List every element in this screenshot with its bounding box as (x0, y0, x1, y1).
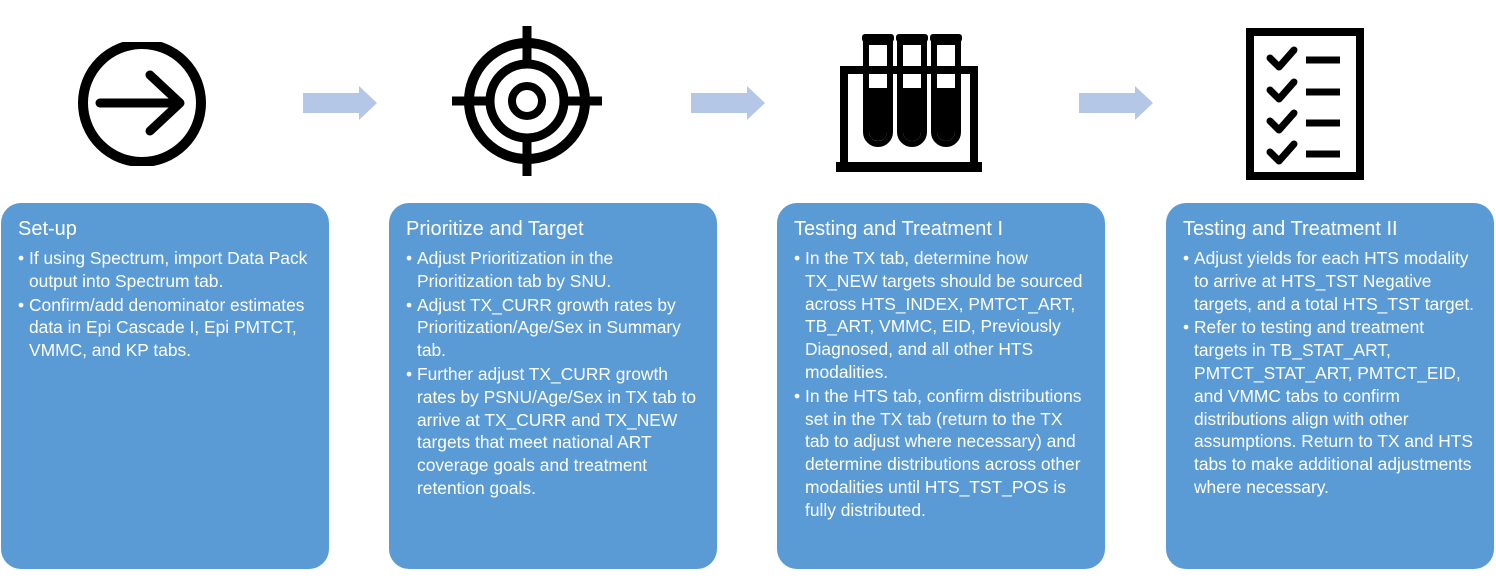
flow-arrow-1 (303, 86, 377, 120)
step-card-setup: Set-up If using Spectrum, import Data Pa… (1, 203, 329, 569)
checklist-icon (1246, 28, 1364, 180)
step-bullets: Adjust yields for each HTS modality to a… (1183, 247, 1480, 499)
flow-arrow-3 (1079, 86, 1153, 120)
step-bullet: Refer to testing and treatment targets i… (1183, 316, 1480, 498)
flow-arrow-2 (691, 86, 765, 120)
step-card-testing-1: Testing and Treatment I In the TX tab, d… (777, 203, 1105, 569)
step-card-testing-2: Testing and Treatment II Adjust yields f… (1166, 203, 1494, 569)
arrow-right-circle-icon (78, 42, 206, 166)
step-bullet: Adjust TX_CURR growth rates by Prioritiz… (406, 294, 703, 362)
step-card-prioritize: Prioritize and Target Adjust Prioritizat… (389, 203, 717, 569)
test-tubes-icon (836, 34, 982, 172)
step-bullet: If using Spectrum, import Data Pack outp… (18, 247, 315, 293)
step-bullet: Further adjust TX_CURR growth rates by P… (406, 363, 703, 500)
step-title: Prioritize and Target (406, 218, 584, 240)
step-title: Testing and Treatment II (1183, 218, 1398, 240)
step-bullet: In the TX tab, determine how TX_NEW targ… (794, 247, 1091, 384)
step-bullets: If using Spectrum, import Data Pack outp… (18, 247, 315, 362)
step-bullet: Adjust yields for each HTS modality to a… (1183, 247, 1480, 315)
target-icon (452, 26, 602, 176)
step-title: Testing and Treatment I (794, 218, 1004, 240)
step-title: Set-up (18, 218, 77, 240)
step-bullet: In the HTS tab, confirm distributions se… (794, 385, 1091, 522)
step-bullet: Confirm/add denominator estimates data i… (18, 294, 315, 362)
step-bullets: In the TX tab, determine how TX_NEW targ… (794, 247, 1091, 522)
step-bullet: Adjust Prioritization in the Prioritizat… (406, 247, 703, 293)
step-bullets: Adjust Prioritization in the Prioritizat… (406, 247, 703, 500)
